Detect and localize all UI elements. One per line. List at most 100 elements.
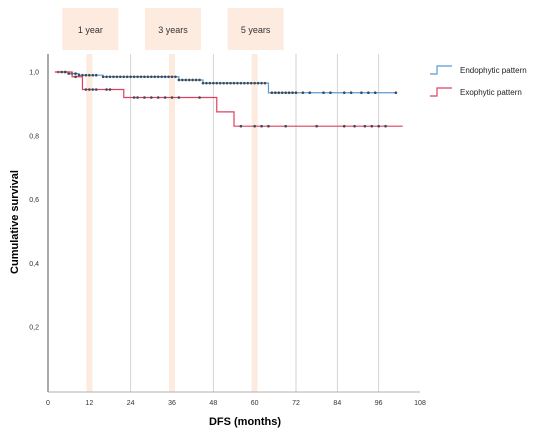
censor-mark [139, 75, 143, 79]
censor-mark [239, 81, 243, 85]
x-tick-label: 0 [46, 400, 50, 407]
censor-mark [274, 91, 277, 95]
censor-mark [174, 75, 177, 79]
censor-mark [342, 91, 346, 95]
censor-mark [225, 81, 229, 85]
censor-mark [160, 75, 163, 79]
legend-label: Endophytic pattern [460, 66, 527, 75]
censor-mark [91, 73, 95, 77]
censor-mark [284, 124, 287, 128]
censor-mark [170, 75, 174, 79]
censor-mark [212, 81, 215, 85]
censor-mark [256, 81, 260, 85]
censor-mark [294, 91, 298, 95]
censor-mark [363, 124, 367, 128]
censor-mark [377, 124, 380, 128]
censor-mark [156, 75, 160, 79]
censor-mark [129, 75, 132, 79]
censor-mark [119, 75, 122, 79]
censor-mark [136, 75, 139, 79]
censor-mark [198, 78, 201, 82]
year-callout-box [227, 8, 284, 50]
y-axis-title: Cumulative survival [9, 170, 21, 274]
legend-swatch [430, 87, 452, 97]
censor-mark [153, 75, 157, 79]
censor-mark [239, 124, 243, 128]
censor-mark [260, 124, 263, 128]
censor-mark [384, 124, 387, 128]
survival-curves [54, 70, 403, 128]
censor-mark [81, 73, 84, 77]
censor-mark [367, 91, 370, 95]
censor-mark [177, 96, 181, 99]
censor-mark [84, 88, 88, 91]
censor-mark [187, 78, 191, 82]
censor-mark [122, 75, 126, 79]
censor-mark [112, 75, 115, 79]
censor-mark [201, 81, 205, 85]
censor-mark [236, 81, 239, 85]
censor-mark [373, 91, 377, 95]
censor-mark [349, 91, 353, 95]
censor-mark [132, 96, 136, 99]
censor-mark [177, 78, 181, 82]
year-callout-box [62, 8, 119, 50]
y-tick-label: 0,2 [29, 325, 39, 332]
axis-ticks: 0 12 24 36 48 60 72 84 96 108 0,2 0,4 0,6 0,8 1,0 [29, 70, 426, 408]
censor-mark [88, 88, 91, 91]
censor-mark [353, 124, 356, 128]
censor-mark [215, 81, 219, 85]
time-highlight-bands [86, 54, 258, 392]
censor-mark [74, 75, 77, 79]
censor-mark [342, 124, 346, 128]
x-tick-label: 108 [414, 400, 426, 407]
x-tick-label: 96 [375, 400, 383, 407]
censor-mark [229, 81, 232, 85]
censor-mark [108, 88, 112, 91]
x-tick-label: 24 [127, 400, 135, 407]
year-callout-label: 3 years [158, 25, 188, 35]
legend: Endophytic pattern Exophytic pattern [430, 65, 527, 97]
censor-mark [263, 81, 267, 85]
censor-mark [249, 81, 253, 85]
censor-mark [370, 124, 374, 128]
highlight-band [251, 54, 258, 392]
y-tick-label: 0,4 [29, 261, 39, 268]
censor-mark [287, 91, 291, 95]
censor-mark [291, 91, 294, 95]
censor-mark [284, 91, 287, 95]
x-tick-label: 36 [168, 400, 176, 407]
x-tick-label: 84 [333, 400, 341, 407]
censor-mark [253, 81, 256, 85]
censor-mark [222, 81, 225, 85]
censor-mark [125, 75, 129, 79]
x-tick-label: 60 [251, 400, 259, 407]
censor-mark [267, 124, 270, 128]
censor-mark [163, 96, 167, 99]
censor-mark [280, 91, 284, 95]
censor-mark [181, 78, 184, 82]
censor-mark [322, 91, 325, 95]
censor-mark [108, 75, 112, 79]
censor-mark [394, 91, 398, 95]
year-callouts: 1 year 3 years 5 years [62, 8, 284, 50]
censor-mark [260, 81, 263, 85]
year-callout-label: 5 years [241, 25, 271, 35]
y-tick-label: 1,0 [29, 70, 39, 77]
censor-mark [246, 81, 250, 85]
censor-mark [253, 124, 256, 128]
highlight-band [86, 54, 93, 392]
grid-lines [130, 54, 380, 392]
censor-mark [84, 73, 88, 77]
censor-mark [208, 81, 212, 85]
censor-mark [329, 91, 332, 95]
censor-mark [315, 124, 318, 128]
x-tick-label: 48 [209, 400, 217, 407]
censor-mark [94, 88, 98, 91]
censor-mark [77, 73, 81, 77]
legend-label: Exophytic pattern [460, 88, 522, 97]
censor-mark [74, 72, 77, 75]
censor-mark [101, 75, 105, 79]
censor-mark [167, 75, 170, 79]
censor-mark [105, 88, 108, 91]
